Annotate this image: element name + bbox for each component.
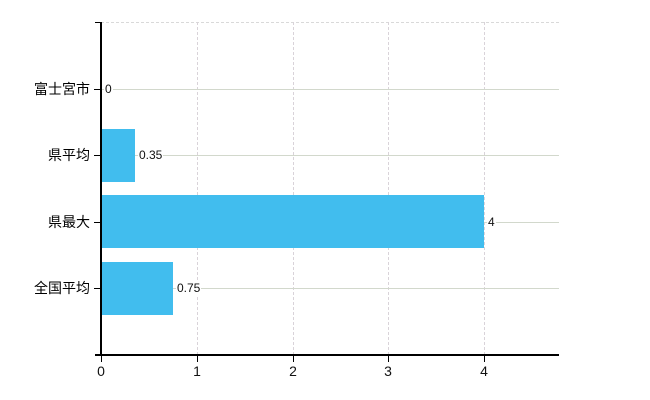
x-tick-label: 2 — [289, 363, 297, 379]
horizontal-gridline — [101, 288, 559, 289]
x-tick-label: 3 — [384, 363, 392, 379]
horizontal-gridline — [101, 155, 559, 156]
vertical-gridline — [293, 22, 294, 355]
y-axis-tick — [94, 155, 100, 156]
y-axis-tick — [94, 288, 100, 289]
vertical-gridline — [388, 22, 389, 355]
bar — [101, 262, 173, 315]
value-label: 0.75 — [176, 281, 202, 295]
x-tick-label: 0 — [97, 363, 105, 379]
category-label: 全国平均 — [34, 280, 90, 296]
x-axis-tick — [293, 356, 294, 362]
x-tick-label: 1 — [193, 363, 201, 379]
x-axis-tick — [197, 356, 198, 362]
vertical-gridline — [197, 22, 198, 355]
y-axis-tick — [94, 89, 100, 90]
x-axis-tick — [484, 356, 485, 362]
value-label: 4 — [487, 215, 496, 229]
category-label: 富士宮市 — [34, 81, 90, 97]
bar — [101, 129, 135, 182]
plot-top-border — [101, 22, 559, 23]
vertical-gridline — [484, 22, 485, 355]
y-axis-line — [100, 22, 102, 356]
category-label: 県平均 — [48, 147, 90, 163]
bar — [101, 195, 484, 248]
x-axis-line — [95, 354, 559, 356]
y-axis-tick — [94, 222, 100, 223]
x-tick-label: 4 — [480, 363, 488, 379]
y-axis-top-cap-tick — [95, 22, 101, 23]
value-label: 0 — [104, 82, 113, 96]
value-label: 0.35 — [138, 148, 164, 162]
x-axis-tick — [388, 356, 389, 362]
horizontal-gridline — [101, 89, 559, 90]
x-axis-tick — [101, 356, 102, 362]
category-label: 県最大 — [48, 214, 90, 230]
